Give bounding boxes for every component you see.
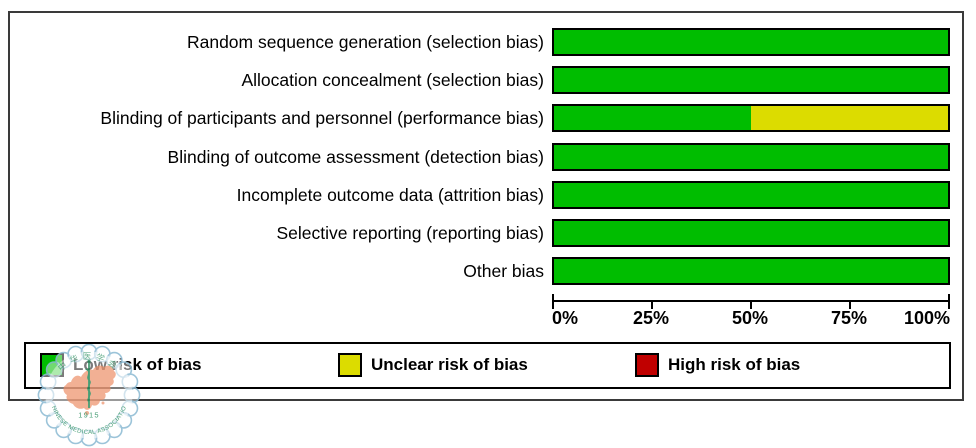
legend-swatch-high [635,353,659,377]
legend: Low risk of bias Unclear risk of bias High… [24,342,951,389]
x-axis-tick [552,302,554,309]
x-axis-tick-label: 75% [830,308,868,328]
category-label: Blinding of participants and personnel (… [100,108,544,128]
hainan-island [85,411,89,415]
x-axis-tick [651,302,653,309]
bar-segment-unclear [751,106,948,130]
x-axis-right-cap [948,294,950,302]
seal-year: 1915 [78,411,100,420]
legend-label: Low risk of bias [73,355,202,374]
legend-swatch-unclear [338,353,362,377]
category-label: Allocation concealment (selection bias) [241,70,544,90]
x-axis-left-cap [552,294,554,302]
bar-row [552,104,950,132]
bar-segment-low [554,183,948,207]
bar-segment-low [554,221,948,245]
bar-segment-low [554,259,948,283]
category-label: Other bias [463,261,544,281]
x-axis-tick [750,302,752,309]
x-axis-tick [948,302,950,309]
bar-segment-low [554,30,948,54]
x-axis-tick [849,302,851,309]
category-label: Incomplete outcome data (attrition bias) [236,185,544,205]
x-axis-tick-label: 50% [731,308,769,328]
bar-row [552,66,950,94]
x-axis-tick-label: 25% [632,308,670,328]
bar-row [552,257,950,285]
x-axis-tick-label: 100% [903,308,950,328]
bar-row [552,143,950,171]
category-label: Random sequence generation (selection bi… [186,32,544,52]
taiwan-island [101,401,105,405]
legend-item: Low risk of bias [40,351,201,379]
bar-row [552,181,950,209]
bar-segment-low [554,68,948,92]
category-label: Selective reporting (reporting bias) [276,223,545,243]
legend-label: High risk of bias [668,355,801,374]
legend-label: Unclear risk of bias [371,355,528,374]
x-axis-tick-label: 0% [552,308,579,328]
legend-item: Unclear risk of bias [338,351,528,379]
x-axis-line [552,300,950,302]
bar-segment-low [554,106,751,130]
bar-segment-low [554,145,948,169]
category-label: Blinding of outcome assessment (detectio… [167,147,544,167]
bar-row [552,28,950,56]
legend-swatch-low [40,353,64,377]
bar-row [552,219,950,247]
legend-item: High risk of bias [635,351,800,379]
